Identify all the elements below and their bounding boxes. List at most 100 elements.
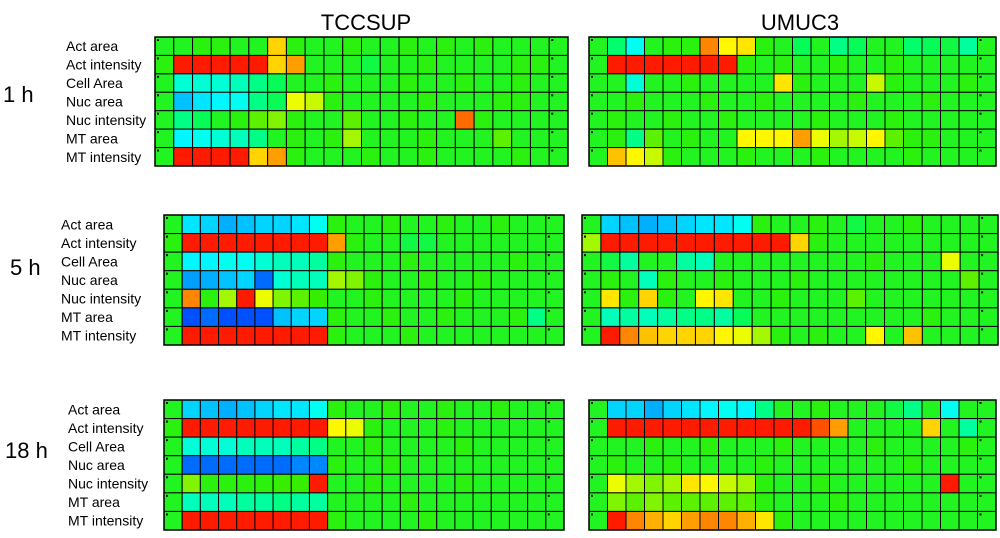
heatmap-cell: [662, 91, 682, 112]
cell-marker: [981, 254, 984, 257]
heatmap-cell: [363, 510, 383, 531]
heatmap-cell: [770, 214, 791, 235]
heatmap-cell: [454, 307, 474, 327]
heatmap-cell: [644, 510, 664, 531]
heatmap-cell: [511, 91, 531, 112]
heatmap-cell: [272, 473, 292, 494]
heatmap-cell: [713, 325, 734, 346]
heatmap-cell: [755, 91, 775, 112]
heatmap-cell: [829, 147, 849, 167]
heatmap-cell: [644, 73, 664, 93]
heatmap-cell: [847, 54, 867, 75]
row-label-nuc-intensity: Nuc intensity: [66, 112, 146, 128]
heatmap-cell: [199, 307, 220, 327]
heatmap-cell: [272, 233, 292, 253]
heatmap-cell: [199, 325, 220, 346]
heatmap-cell: [472, 399, 492, 420]
cell-marker: [547, 402, 550, 404]
heatmap-cell: [829, 492, 849, 512]
heatmap-cell: [490, 270, 510, 290]
heatmap-cell: [958, 455, 978, 475]
heatmap-cell: [699, 436, 719, 457]
heatmap-cell: [472, 418, 492, 438]
cell-marker: [591, 57, 593, 60]
heatmap-cell: [829, 399, 849, 420]
heatmap-cell: [529, 110, 550, 130]
cell-marker: [591, 402, 593, 404]
cell-marker: [979, 149, 982, 152]
heatmap-cell: [644, 399, 664, 420]
heatmap-cell: [381, 251, 401, 272]
heatmap-cell: [884, 73, 904, 93]
heatmap-cell: [959, 307, 980, 327]
heatmap-cell: [903, 418, 923, 438]
heatmap-cell: [638, 325, 659, 346]
heatmap-cell: [600, 307, 621, 327]
heatmap-cell: [327, 307, 347, 327]
heatmap-cell: [600, 251, 621, 272]
heatmap-cell: [363, 418, 383, 438]
cell-marker: [591, 420, 593, 423]
heatmap-cell: [304, 147, 325, 167]
heatmap-cell: [236, 418, 256, 438]
heatmap-cell: [940, 473, 960, 494]
heatmap-cell: [789, 214, 810, 235]
heatmap-cell: [267, 36, 287, 56]
heatmap-cell: [181, 492, 201, 512]
heatmap-cell: [418, 473, 438, 494]
heatmap-cell: [770, 325, 791, 346]
heatmap-cell: [829, 436, 849, 457]
heatmap-cell: [236, 307, 256, 327]
heatmap-cell: [508, 455, 529, 475]
heatmap-cell: [490, 492, 510, 512]
cell-marker: [981, 291, 984, 294]
heatmap-cell: [199, 251, 220, 272]
heatmap-cell: [399, 418, 420, 438]
heatmap-cell: [940, 91, 960, 112]
heatmap-cell: [773, 455, 793, 475]
cell-marker: [979, 39, 982, 41]
heatmap-cell: [884, 54, 904, 75]
heatmap-cell: [454, 436, 474, 457]
cell-marker: [547, 457, 550, 460]
heatmap-cell: [694, 288, 715, 309]
heatmap-cell: [473, 54, 494, 75]
panel-frame: [581, 214, 999, 346]
heatmap-cell: [940, 251, 961, 272]
heatmap-cell: [718, 54, 738, 75]
heatmap-cell: [829, 510, 849, 531]
cell-marker: [979, 75, 982, 78]
heatmap-cell: [921, 36, 941, 56]
heatmap-cell: [436, 492, 456, 512]
heatmap-cell: [866, 128, 886, 149]
heatmap-cell: [511, 54, 531, 75]
heatmap-cell: [363, 288, 383, 309]
heatmap-cell: [940, 399, 960, 420]
heatmap-cell: [342, 54, 363, 75]
heatmap-cell: [773, 418, 793, 438]
heatmap-cell: [884, 91, 904, 112]
heatmap-cell: [718, 418, 738, 438]
heatmap-cell: [657, 325, 678, 346]
cell-marker: [157, 149, 159, 152]
heatmap-cell: [958, 147, 978, 167]
heatmap-cell: [625, 473, 645, 494]
heatmap-cell: [865, 251, 886, 272]
heatmap-cell: [327, 399, 347, 420]
heatmap-cell: [236, 270, 256, 290]
heatmap-cell: [454, 36, 475, 56]
heatmap-cell: [792, 455, 812, 475]
heatmap-cell: [755, 36, 775, 56]
heatmap-cell: [699, 128, 719, 149]
heatmap-cell: [902, 251, 923, 272]
heatmap-cell: [607, 54, 627, 75]
cell-marker: [584, 254, 586, 257]
heatmap-cell: [399, 492, 420, 512]
heatmap-cell: [718, 128, 738, 149]
heatmap-cell: [218, 214, 238, 235]
cell-marker: [584, 291, 586, 294]
heatmap-cell: [379, 36, 400, 56]
heatmap-cell: [625, 36, 645, 56]
heatmap-cell: [619, 214, 640, 235]
heatmap-cell: [218, 307, 238, 327]
